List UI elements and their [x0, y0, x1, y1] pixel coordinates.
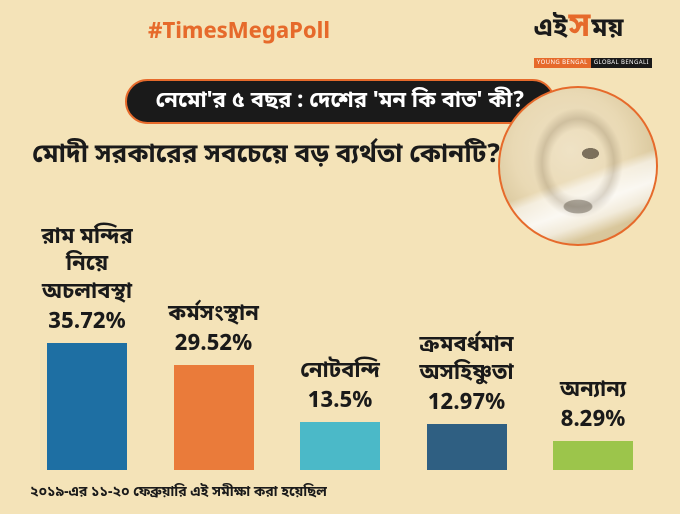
header: #TimesMegaPoll এই স ময় YOUNG BENGALGLOB… [28, 12, 652, 71]
bar-column: নোটবন্দি13.5% [281, 358, 399, 471]
bar-label: ক্রমবর্ধমান অসহিষ্ণুতা [419, 332, 513, 387]
bar-value: 12.97% [428, 389, 506, 418]
bar-rect [47, 343, 127, 470]
bar-column: রাম মন্দির নিয়ে অচলাবস্থা35.72% [28, 224, 146, 471]
logo-subtitle: YOUNG BENGALGLOBAL BENGALI [534, 49, 652, 71]
logo-part-left: এই [534, 12, 568, 47]
bar-rect [553, 441, 633, 470]
bar-label: কর্মসংস্থান [168, 301, 259, 329]
survey-footnote: ২০১৯-এর ১১-২০ ফেব্রুয়ারি এই সমীক্ষা করা… [30, 483, 327, 502]
bar-value: 13.5% [308, 387, 373, 416]
bar-column: ক্রমবর্ধমান অসহিষ্ণুতা12.97% [408, 332, 526, 470]
bar-column: অন্যান্য8.29% [534, 377, 652, 471]
logo-subtitle-2: GLOBAL BENGALI [591, 58, 652, 68]
logo-subtitle-1: YOUNG BENGAL [534, 58, 591, 68]
logo-block: এই স ময় YOUNG BENGALGLOBAL BENGALI [534, 12, 652, 71]
bar-rect [300, 422, 380, 470]
hashtag: #TimesMegaPoll [148, 18, 330, 47]
bar-rect [174, 365, 254, 470]
bar-value: 35.72% [48, 308, 126, 337]
logo-part-mid: স [568, 14, 590, 41]
brand-logo: এই স ময় [534, 12, 652, 47]
logo-part-right: ময় [591, 12, 623, 47]
bar-column: কর্মসংস্থান29.52% [155, 301, 273, 471]
bar-label: অন্যান্য [560, 377, 626, 405]
bar-label: নোটবন্দি [300, 358, 380, 386]
poll-subtitle: নেমো'র ৫ বছর : দেশের 'মন কি বাত' কী? [125, 79, 554, 124]
bar-label: রাম মন্দির নিয়ে অচলাবস্থা [41, 224, 132, 307]
portrait-illustration [498, 86, 658, 246]
bar-value: 8.29% [561, 406, 626, 435]
poll-infographic: #TimesMegaPoll এই স ময় YOUNG BENGALGLOB… [0, 0, 680, 514]
bar-rect [427, 424, 507, 470]
bar-value: 29.52% [175, 330, 253, 359]
